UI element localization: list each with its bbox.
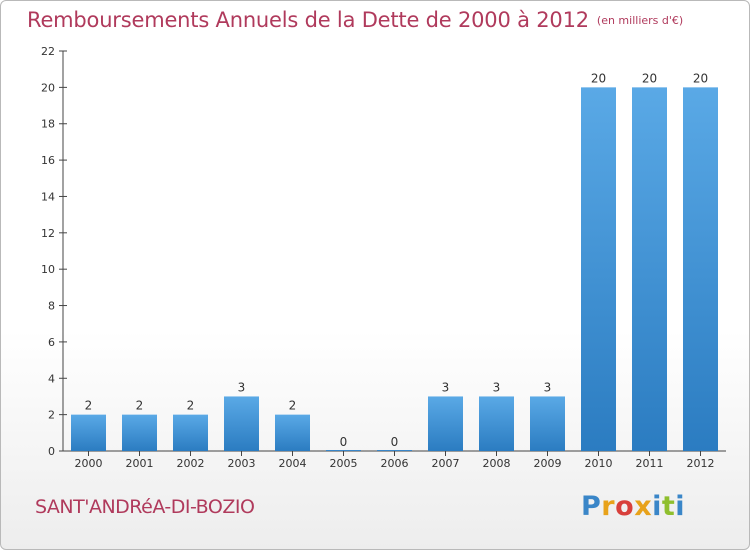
- bar: [530, 396, 565, 451]
- bar: [173, 414, 208, 451]
- y-tick-label: 8: [48, 300, 55, 313]
- data-label: 2: [187, 399, 195, 413]
- data-label: 2: [85, 399, 93, 413]
- logo-letter: x: [634, 491, 653, 522]
- bar: [122, 414, 157, 451]
- bar: [377, 450, 412, 451]
- y-tick-label: 0: [48, 445, 55, 458]
- proxiti-logo: Proxiti: [581, 491, 685, 522]
- data-label: 20: [693, 71, 708, 85]
- logo-letter: r: [601, 491, 616, 522]
- x-tick-label: 2001: [126, 457, 154, 470]
- y-tick-label: 12: [41, 227, 55, 240]
- logo-letter: P: [581, 491, 602, 522]
- y-tick-label: 14: [41, 190, 55, 203]
- y-tick-label: 20: [41, 81, 55, 94]
- y-tick-label: 10: [41, 263, 55, 276]
- bar: [224, 396, 259, 451]
- x-tick-label: 2008: [483, 457, 511, 470]
- bar: [71, 414, 106, 451]
- x-tick-label: 2005: [330, 457, 358, 470]
- data-label: 3: [238, 380, 246, 394]
- logo-letter: i: [675, 491, 686, 522]
- bar: [326, 450, 361, 451]
- data-label: 3: [493, 380, 501, 394]
- x-axis: 2000 2001 2002 2003 2004 2005 2006 2007 2008 2009…: [63, 450, 726, 470]
- bar: [632, 87, 667, 451]
- chart-title-text: Remboursements Annuels de la Dette de 20…: [27, 8, 589, 32]
- data-label: 2: [289, 399, 297, 413]
- x-tick-label: 2004: [279, 457, 307, 470]
- y-axis: 0 2 4 6 8 10 12 14 16 18 20 22: [41, 45, 67, 458]
- data-label: 3: [442, 380, 450, 394]
- x-tick-label: 2002: [177, 457, 205, 470]
- y-tick-label: 16: [41, 154, 55, 167]
- bar: [275, 414, 310, 451]
- x-tick-label: 2010: [585, 457, 613, 470]
- logo-letter: i: [652, 491, 662, 522]
- x-tick-label: 2011: [636, 457, 664, 470]
- x-tick-label: 2000: [75, 457, 103, 470]
- data-label: 20: [642, 71, 657, 85]
- bar: [428, 396, 463, 451]
- data-label: 20: [591, 71, 606, 85]
- data-label: 0: [391, 435, 399, 449]
- bar: [581, 87, 616, 451]
- data-label: 2: [136, 399, 144, 413]
- bar: [479, 396, 514, 451]
- x-tick-label: 2009: [534, 457, 562, 470]
- x-tick-label: 2012: [687, 457, 715, 470]
- commune-name: SANT'ANDRéA-DI-BOZIO: [35, 496, 255, 518]
- logo-letter: o: [615, 491, 635, 522]
- y-tick-label: 18: [41, 118, 55, 131]
- data-label: 3: [544, 380, 552, 394]
- data-label: 0: [340, 435, 348, 449]
- y-tick-label: 4: [48, 372, 55, 385]
- x-tick-label: 2003: [228, 457, 256, 470]
- logo-letter: t: [661, 491, 676, 522]
- y-tick-label: 2: [48, 409, 55, 422]
- x-tick-label: 2007: [432, 457, 460, 470]
- bar: [683, 87, 718, 451]
- x-tick-label: 2006: [381, 457, 409, 470]
- chart-title: Remboursements Annuels de la Dette de 20…: [27, 8, 683, 32]
- y-tick-label: 6: [48, 336, 55, 349]
- y-tick-label: 22: [41, 45, 55, 58]
- chart-subtitle: (en milliers d'€): [596, 14, 684, 27]
